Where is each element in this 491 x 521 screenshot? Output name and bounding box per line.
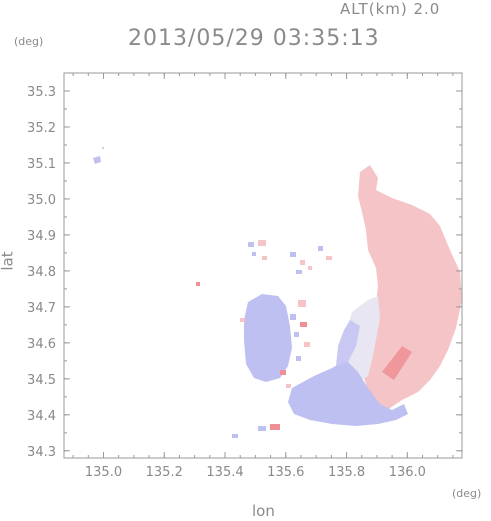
x-tick-label: 136.0 bbox=[389, 465, 426, 480]
scattered-echoes bbox=[196, 186, 370, 438]
negative-velocity-arc bbox=[288, 360, 408, 426]
y-tick-label: 34.5 bbox=[27, 373, 56, 388]
y-axis-unit: (deg) bbox=[14, 35, 44, 48]
y-tick-label: 34.7 bbox=[27, 301, 56, 316]
strong-positive-streak bbox=[382, 346, 412, 380]
altitude-label: ALT(km) 2.0 bbox=[340, 0, 441, 18]
positive-velocity-region bbox=[358, 165, 462, 415]
y-tick-label: 35.2 bbox=[27, 121, 56, 136]
velocity-field bbox=[93, 147, 462, 438]
y-tick-label: 34.6 bbox=[27, 337, 56, 352]
neutral-transition-band bbox=[344, 296, 380, 382]
y-tick-label: 35.0 bbox=[27, 193, 56, 208]
y-tick-label: 35.1 bbox=[27, 157, 56, 172]
negative-velocity-inner bbox=[336, 320, 360, 366]
echo-cluster-northwest bbox=[93, 156, 101, 164]
x-axis-title: lon bbox=[252, 502, 275, 520]
y-tick-label: 34.4 bbox=[27, 409, 56, 424]
timestamp-title: 2013/05/29 03:35:13 bbox=[128, 26, 380, 51]
plot-frame bbox=[63, 72, 463, 459]
x-tick-label: 135.4 bbox=[206, 465, 243, 480]
x-tick-label: 135.6 bbox=[267, 465, 304, 480]
y-tick-label: 34.3 bbox=[27, 445, 56, 460]
x-axis-unit: (deg) bbox=[452, 487, 482, 500]
axis-ticks: 135.0 135.2 135.4 135.6 135.8 136.0 34.3 34.4 34… bbox=[27, 72, 462, 480]
y-tick-label: 35.3 bbox=[27, 85, 56, 100]
x-tick-label: 135.8 bbox=[328, 465, 365, 480]
echo-dot bbox=[102, 147, 104, 149]
x-tick-label: 135.0 bbox=[85, 465, 122, 480]
negative-velocity-west-blob bbox=[244, 294, 292, 382]
x-tick-label: 135.2 bbox=[146, 465, 183, 480]
y-tick-label: 34.9 bbox=[27, 229, 56, 244]
y-tick-label: 34.8 bbox=[27, 265, 56, 280]
